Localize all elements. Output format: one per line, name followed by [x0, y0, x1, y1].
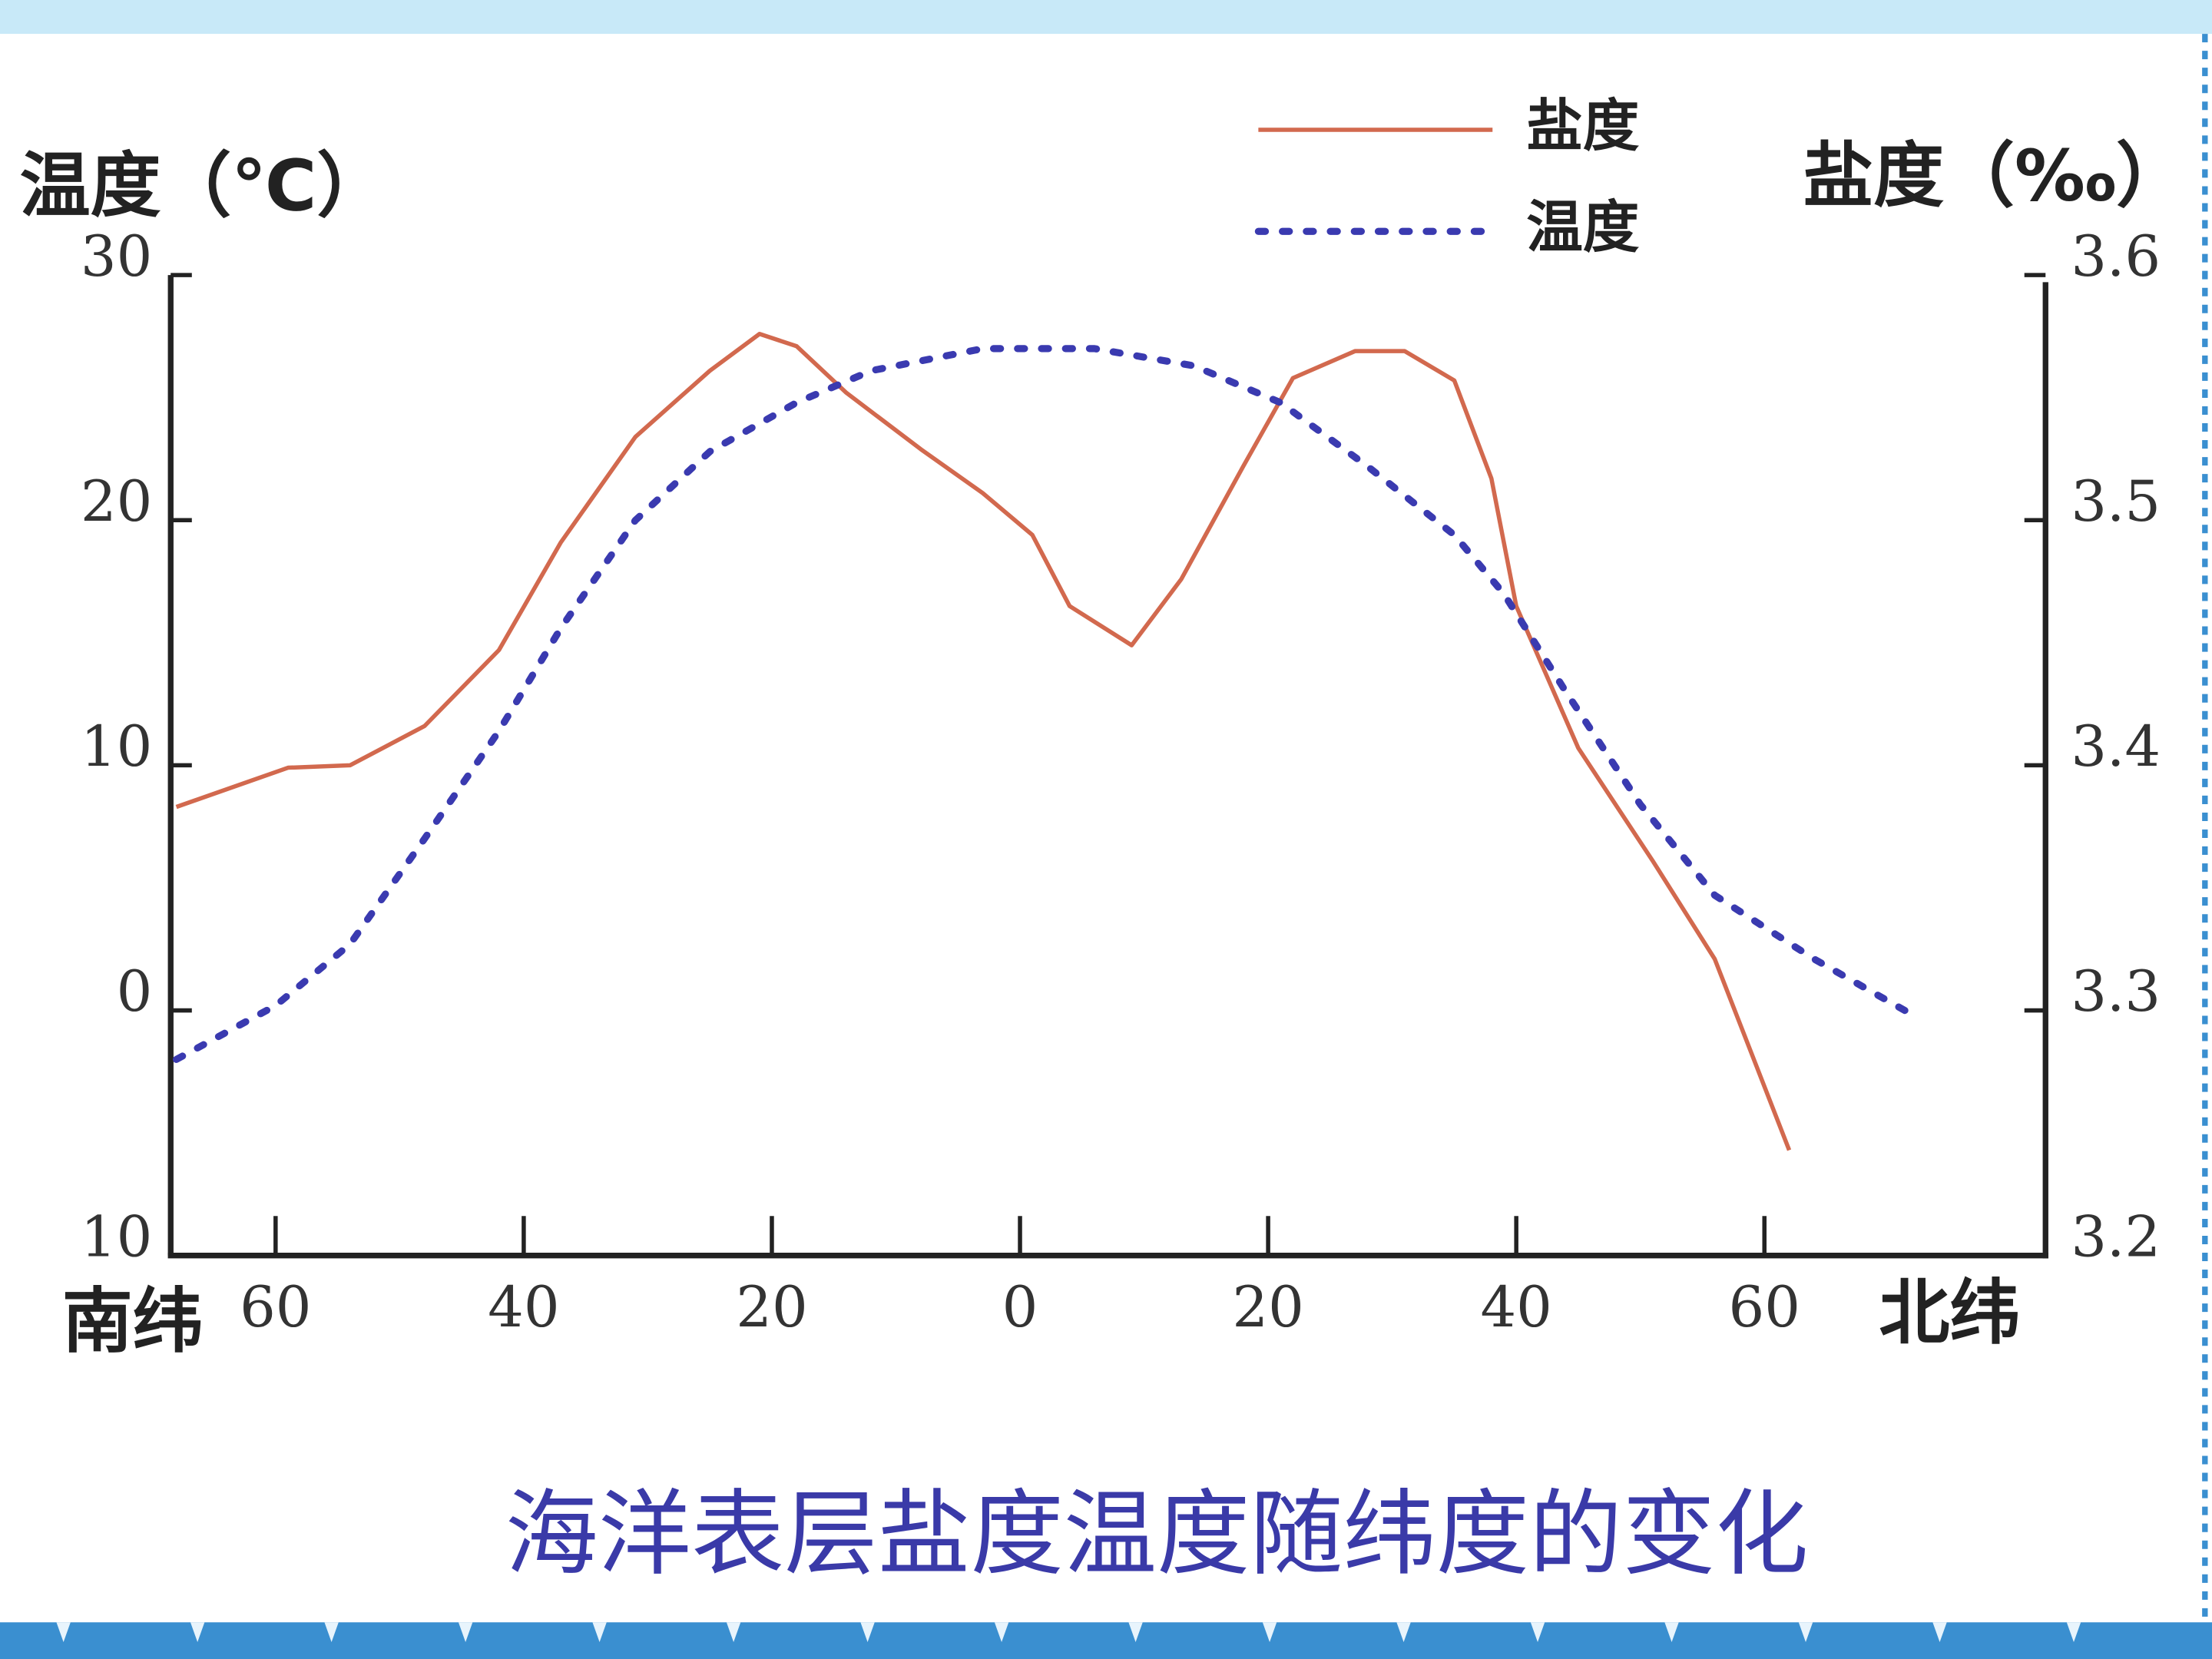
y-tick-label: 10	[81, 1204, 152, 1270]
series-line	[175, 332, 1792, 1151]
y2-tick-label: 3.2	[2071, 1204, 2161, 1270]
legend-label: 盐度	[1526, 94, 1639, 159]
y2-tick-label: 3.4	[2071, 714, 2161, 780]
axes	[167, 275, 2048, 1259]
y2-tick-label: 3.6	[2071, 224, 2161, 290]
x-tick-label: 20	[736, 1275, 807, 1340]
x-tick-label: 40	[488, 1275, 559, 1340]
chart-title: 海洋表层盐度温度随纬度的变化	[505, 1479, 1809, 1588]
legend-label: 温度	[1526, 195, 1639, 260]
x-tick-label: 0	[1002, 1275, 1038, 1340]
x-tick-label: 40	[1480, 1275, 1551, 1340]
y-tick-label: 20	[81, 469, 152, 535]
y2-tick-label: 3.3	[2071, 959, 2161, 1025]
y-tick-label: 30	[81, 224, 152, 290]
x-label-left: 南纬	[62, 1280, 204, 1363]
series-line	[173, 345, 1917, 1063]
top-band	[0, 0, 2212, 35]
x-tick-label: 20	[1232, 1275, 1303, 1340]
x-tick-label: 60	[1729, 1275, 1800, 1340]
y-tick-label: 10	[81, 714, 152, 780]
y2-tick-label: 3.5	[2071, 469, 2161, 535]
x-tick-label: 60	[240, 1275, 311, 1340]
x-label-right: 北纬	[1879, 1272, 2021, 1354]
y-axis-label: 温度（℃）	[20, 144, 388, 227]
y2-axis-label: 盐度（‰）	[1803, 134, 2187, 217]
y-tick-label: 0	[117, 959, 153, 1025]
bottom-band	[0, 1622, 2212, 1659]
